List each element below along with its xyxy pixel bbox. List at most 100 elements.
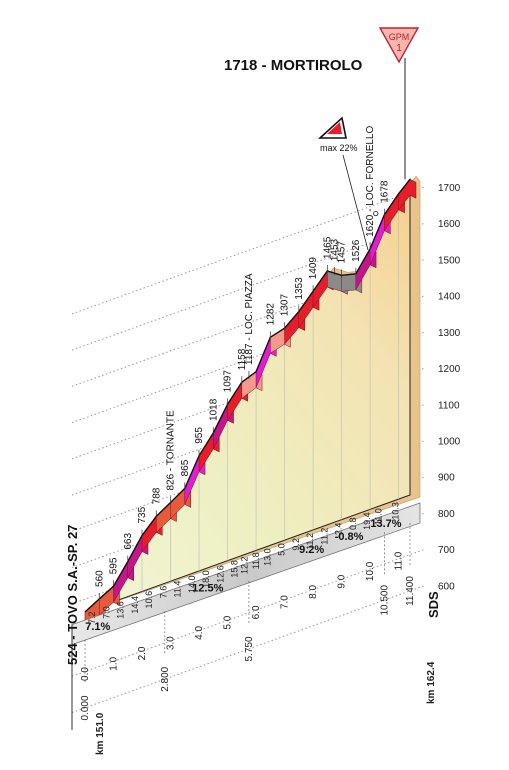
x-tick-label: 5.0 <box>223 615 234 629</box>
profile-labels: 7.2 7.0 13.6 14.4 10.6 7.6 11.4 14.0 18.0 12.6 15.… <box>87 126 401 624</box>
segment-grade-label: 19.4 <box>362 512 372 530</box>
segment-grade-label: 11.8 <box>251 552 261 569</box>
max-gradient-icon <box>317 116 347 139</box>
segment-grade-label: 10.3 <box>391 502 401 520</box>
y-tick-label: 1000 <box>438 436 461 447</box>
segment-grade-label: 0.8 <box>348 518 358 531</box>
y-tick-label: 1300 <box>438 328 461 339</box>
segment-grade-label: 14.0 <box>187 576 197 594</box>
x-marker-label: 10.500 <box>379 585 390 616</box>
elevation-point-label: 1526 <box>351 239 362 262</box>
gridline <box>71 186 426 315</box>
elevation-point-label: 788 <box>151 487 162 504</box>
elevation-point-label: 1409 <box>308 257 319 280</box>
y-tick-label: 1400 <box>438 292 461 303</box>
segment-grade-label: 7.0 <box>101 606 111 619</box>
sds-label: SDS <box>426 591 441 618</box>
x-tick-label: 2.0 <box>137 646 148 660</box>
elevation-point-label: 595 <box>109 557 120 574</box>
x-marker-label: 2.800 <box>160 666 171 691</box>
grade-ribbon: 7.1% 12.5% 9.2% -0.8% 13.7% <box>71 502 421 730</box>
km-end-label: km 162.4 <box>426 661 437 704</box>
elevation-point-label: 1465 <box>322 236 333 259</box>
segment-grade-label: 12.6 <box>215 565 225 583</box>
x-tick-label: 11.0 <box>394 551 405 570</box>
segment-grade-label: 7.6 <box>158 586 168 599</box>
x-marker-label: 11.400 <box>405 576 416 606</box>
segment-grade-label: 11.4 <box>173 581 183 598</box>
avg-grade-label: 12.5% <box>192 582 223 594</box>
y-tick-label: 900 <box>438 473 455 484</box>
elevation-point-label: 663 <box>123 533 134 550</box>
y-tick-label: 1500 <box>438 255 461 266</box>
segment-grade-label: 7.2 <box>87 611 97 624</box>
segment-grade-label: 15.8 <box>230 560 240 578</box>
gpm-badge-icon <box>378 27 420 64</box>
segment-grade-label: 5.0 <box>277 543 287 556</box>
elevation-point-label: 1097 <box>223 370 234 393</box>
x-tick-label: 9.0 <box>337 574 348 588</box>
elevation-point-label: 1307 <box>280 294 291 317</box>
x-tick-label: 6.0 <box>251 605 262 619</box>
segment-grade-label: 10.6 <box>144 591 154 609</box>
elevation-point-label: 1620 - LOC. FORNELLO <box>365 126 376 237</box>
start-location-label: 524 - TOVO S.A.-SP. 27 <box>65 525 80 665</box>
y-tick-label: 800 <box>438 509 455 520</box>
x-tick-label: 8.0 <box>308 585 319 599</box>
km-start-label: km 151.0 <box>95 712 106 755</box>
elevation-point-label: 826 - TORNANTE <box>166 410 177 491</box>
elevation-point-label: 1678 <box>379 180 390 203</box>
x-tick-label: 10.0 <box>365 561 376 581</box>
segment-grade-label: 11.2 <box>305 533 315 550</box>
elevation-point-label: 1158 <box>237 348 248 370</box>
x-marker-label: 5.750 <box>244 636 255 661</box>
y-tick-label: 700 <box>438 545 455 556</box>
x-tick-label: 0.0 <box>80 667 91 681</box>
y-tick-label: 1700 <box>438 183 461 194</box>
gpm-badge-number: 1 <box>396 43 402 54</box>
x-tick-label: 3.0 <box>166 636 177 650</box>
segment-grade-label: 13.6 <box>116 601 126 619</box>
elevation-point-label: 1018 <box>208 398 219 421</box>
gpm-badge-label: GPM <box>389 32 410 42</box>
elevation-point-label: 1457 <box>337 241 348 264</box>
max-gradient-label: max 22% <box>320 143 358 153</box>
max-gradient-pointer <box>342 154 369 251</box>
avg-grade-label: -0.8% <box>335 531 364 543</box>
max-gradient-icon-fill <box>327 122 342 134</box>
y-tick-label: 600 <box>438 581 455 592</box>
x-tick-label: 4.0 <box>194 626 205 640</box>
elevation-point-label: 955 <box>194 427 205 444</box>
segment-grade-label: 11.0 <box>374 508 384 525</box>
x-tick-label: 7.0 <box>280 595 291 609</box>
elevation-point-label: 1353 <box>294 277 305 300</box>
avg-grade-label: 9.2% <box>299 544 324 556</box>
gridline <box>71 548 426 677</box>
y-tick-label: 1100 <box>438 400 460 411</box>
segment-grade-label: 9.2 <box>291 538 301 551</box>
max-gradient-dot <box>373 210 379 217</box>
slope-band-segment <box>398 178 417 211</box>
elevation-point-label: 560 <box>94 570 105 587</box>
climb-title: 1718 - MORTIROLO <box>224 57 363 74</box>
segment-grade-label: -2.4 <box>334 523 344 539</box>
segment-grade-label: 13.0 <box>262 548 272 566</box>
x-tick-label: 1.0 <box>109 656 120 670</box>
avg-grade-label: 13.7% <box>370 518 401 530</box>
axis-labels: 600 700 800 900 1000 1100 1200 1300 1400 1500 1600… <box>65 183 461 755</box>
avg-grade-label: 7.1% <box>85 621 110 633</box>
gridline <box>71 584 426 714</box>
elevation-point-label: 865 <box>180 459 191 476</box>
segment-grade-label: 11.2 <box>319 528 329 545</box>
elevation-point-label: 735 <box>137 506 148 523</box>
y-tick-label: 1600 <box>438 219 461 230</box>
profile-area <box>84 175 421 629</box>
x-marker-label: 0.000 <box>80 695 91 720</box>
segment-grade-label: 14.4 <box>130 596 140 614</box>
elevation-point-label: 1453 <box>329 238 340 261</box>
segment-grade-label: 12.2 <box>240 557 250 575</box>
elevation-point-label: 1282 <box>265 303 276 326</box>
